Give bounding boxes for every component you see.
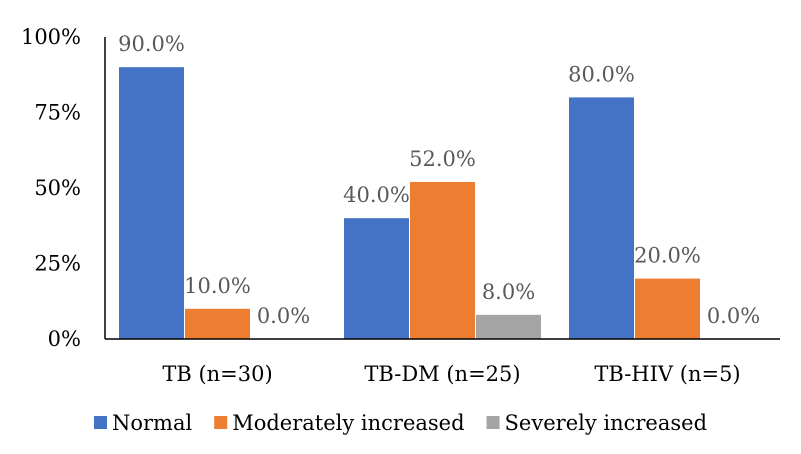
- y-tick-label-100: 100%: [21, 25, 81, 49]
- legend-swatch-normal: [93, 416, 107, 429]
- bar-moderately-increased-tb-hiv-n-5: [635, 278, 700, 339]
- legend: Normal Moderately increased Severely incre…: [93, 411, 707, 435]
- category-labels: TB (n=30) TB-DM (n=25) TB-HIV (n=5): [162, 362, 740, 386]
- data-label-moderately-increased-tb-hiv-n-5: 20.0%: [634, 244, 701, 268]
- data-label-severely-increased-tb-dm-n-25: 8.0%: [482, 280, 535, 304]
- bar-normal-tb-hiv-n-5: [569, 97, 634, 340]
- y-axis-ticks: 0% 25% 50% 75% 100%: [21, 25, 81, 351]
- data-label-severely-increased-tb-n-30: 0.0%: [257, 304, 310, 328]
- legend-swatch-severely-increased: [486, 416, 500, 429]
- legend-label-normal: Normal: [112, 411, 192, 435]
- data-label-normal-tb-n-30: 90.0%: [118, 32, 185, 56]
- data-label-moderately-increased-tb-dm-n-25: 52.0%: [409, 147, 476, 171]
- y-tick-label-0: 0%: [48, 327, 81, 351]
- data-labels: 90.0%10.0%0.0%40.0%52.0%8.0%80.0%20.0%0.…: [118, 32, 760, 328]
- legend-swatch-moderately-increased: [214, 416, 228, 429]
- data-label-moderately-increased-tb-n-30: 10.0%: [184, 274, 251, 298]
- bar-normal-tb-dm-n-25: [344, 218, 409, 339]
- y-tick-label-25: 25%: [34, 252, 81, 276]
- category-label-tb-hiv-n-5: TB-HIV (n=5): [594, 362, 740, 386]
- legend-label-severely-increased: Severely increased: [505, 411, 707, 435]
- data-label-normal-tb-hiv-n-5: 80.0%: [568, 62, 635, 86]
- bar-moderately-increased-tb-dm-n-25: [410, 181, 475, 339]
- data-label-severely-increased-tb-hiv-n-5: 0.0%: [707, 304, 760, 328]
- data-label-normal-tb-dm-n-25: 40.0%: [343, 183, 410, 207]
- bar-moderately-increased-tb-n-30: [185, 308, 250, 339]
- bar-normal-tb-n-30: [119, 67, 184, 339]
- y-tick-label-50: 50%: [34, 176, 81, 200]
- bars: [119, 67, 700, 340]
- category-label-tb-dm-n-25: TB-DM (n=25): [364, 362, 520, 386]
- category-label-tb-n-30: TB (n=30): [162, 362, 272, 386]
- legend-label-moderately-increased: Moderately increased: [232, 411, 464, 435]
- y-tick-label-75: 75%: [34, 101, 81, 125]
- bar-severely-increased-tb-dm-n-25: [476, 314, 541, 339]
